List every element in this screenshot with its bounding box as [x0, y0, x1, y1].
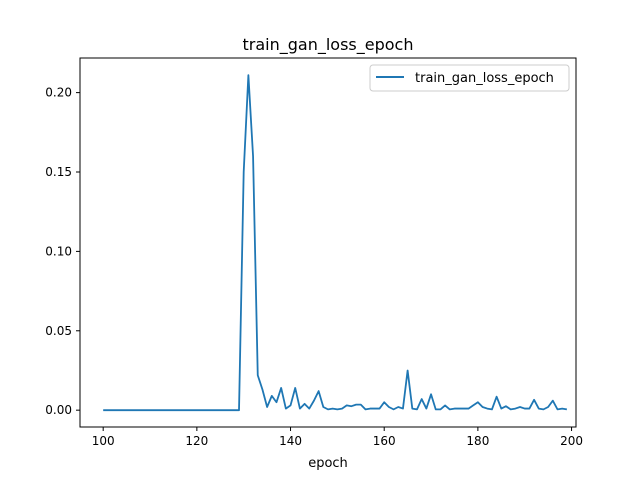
- chart-title: train_gan_loss_epoch: [243, 35, 414, 55]
- x-axis: 100 120 140 160 180 200: [92, 427, 583, 448]
- y-tick-label: 0.00: [45, 403, 72, 417]
- legend-box: [369, 64, 570, 92]
- legend-label: train_gan_loss_epoch: [415, 71, 554, 86]
- x-tick-label: 200: [560, 434, 583, 448]
- legend: train_gan_loss_epoch: [369, 64, 570, 92]
- y-axis: 0.00 0.05 0.10 0.15 0.20: [45, 86, 80, 417]
- x-tick-label: 140: [279, 434, 302, 448]
- y-tick-label: 0.20: [45, 86, 72, 100]
- series-line: [103, 74, 568, 412]
- axes-frame: [79, 57, 577, 428]
- x-tick-label: 100: [92, 434, 115, 448]
- y-tick-label: 0.15: [45, 165, 72, 179]
- x-tick-label: 180: [466, 434, 489, 448]
- x-tick-label: 120: [185, 434, 208, 448]
- y-tick-label: 0.10: [45, 244, 72, 258]
- y-tick-label: 0.05: [45, 324, 72, 338]
- plot-area: [103, 74, 568, 412]
- x-tick-label: 160: [373, 434, 396, 448]
- x-axis-label: epoch: [308, 456, 348, 471]
